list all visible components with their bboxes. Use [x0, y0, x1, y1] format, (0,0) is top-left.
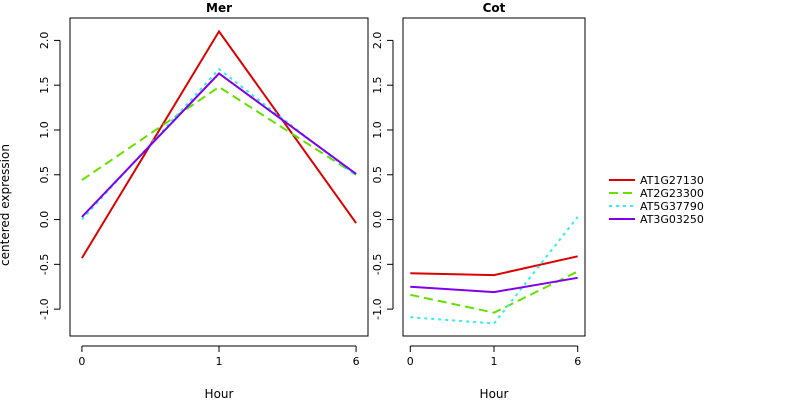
- y-axis-title: centered expression: [0, 144, 12, 266]
- x-tick-label: 6: [353, 355, 360, 368]
- y-tick-label: -1.0: [371, 298, 384, 319]
- panel-title: Cot: [483, 1, 506, 15]
- series-line-at2g23300: [81, 85, 357, 181]
- panel-title: Mer: [206, 1, 232, 15]
- y-tick-label: 1.5: [371, 76, 384, 94]
- x-tick-label: 0: [407, 355, 414, 368]
- legend-label: AT2G23300: [640, 187, 704, 200]
- y-tick-label: 0.0: [371, 211, 384, 229]
- series-line-at1g27130: [81, 29, 357, 259]
- y-tick-label: 1.5: [38, 76, 51, 94]
- series-line-at5g37790: [81, 67, 357, 221]
- series-line-at3g03250: [81, 72, 357, 218]
- y-tick-label: -0.5: [38, 254, 51, 275]
- legend-label: AT5G37790: [640, 200, 704, 213]
- plot-frame: [402, 17, 586, 337]
- series-line-at1g27130: [410, 255, 578, 277]
- y-tick-label: -1.0: [38, 298, 51, 319]
- plot-frame: [69, 17, 369, 337]
- y-tick-label: 0.0: [38, 211, 51, 229]
- series-line-at3g03250: [410, 276, 578, 294]
- series-line-at2g23300: [410, 270, 579, 314]
- y-tick-label: 0.5: [38, 166, 51, 184]
- x-axis-title: Hour: [480, 387, 509, 400]
- y-tick-label: 1.0: [371, 121, 384, 139]
- y-tick-label: -0.5: [371, 254, 384, 275]
- y-tick-label: 2.0: [38, 32, 51, 50]
- panel-cot: Cot -1.0 -0.5 0.0 0.5 1.0 1.5 2.0 0 1 6 Hour: [371, 1, 586, 400]
- x-tick-label: 1: [491, 355, 498, 368]
- series-line-at5g37790: [410, 216, 579, 325]
- chart-panels: Mer -1.0 -0.5 0.0 0.5 1.0 1.5 2.0 0 1 6 Hour Cot -1.0…: [38, 1, 586, 400]
- y-tick-label: 1.0: [38, 121, 51, 139]
- legend-item: AT3G03250: [609, 213, 704, 226]
- y-tick-label: 2.0: [371, 32, 384, 50]
- x-axis-title: Hour: [205, 387, 234, 400]
- legend-item: AT5G37790: [609, 200, 704, 213]
- legend-label: AT3G03250: [640, 213, 704, 226]
- x-tick-label: 0: [78, 355, 85, 368]
- panel-mer: Mer -1.0 -0.5 0.0 0.5 1.0 1.5 2.0 0 1 6 Hour: [38, 1, 369, 400]
- legend-item: AT2G23300: [609, 187, 704, 200]
- legend-label: AT1G27130: [640, 174, 704, 187]
- x-tick-label: 6: [574, 355, 581, 368]
- legend-item: AT1G27130: [609, 174, 704, 187]
- y-tick-label: 0.5: [371, 166, 384, 184]
- x-tick-label: 1: [216, 355, 223, 368]
